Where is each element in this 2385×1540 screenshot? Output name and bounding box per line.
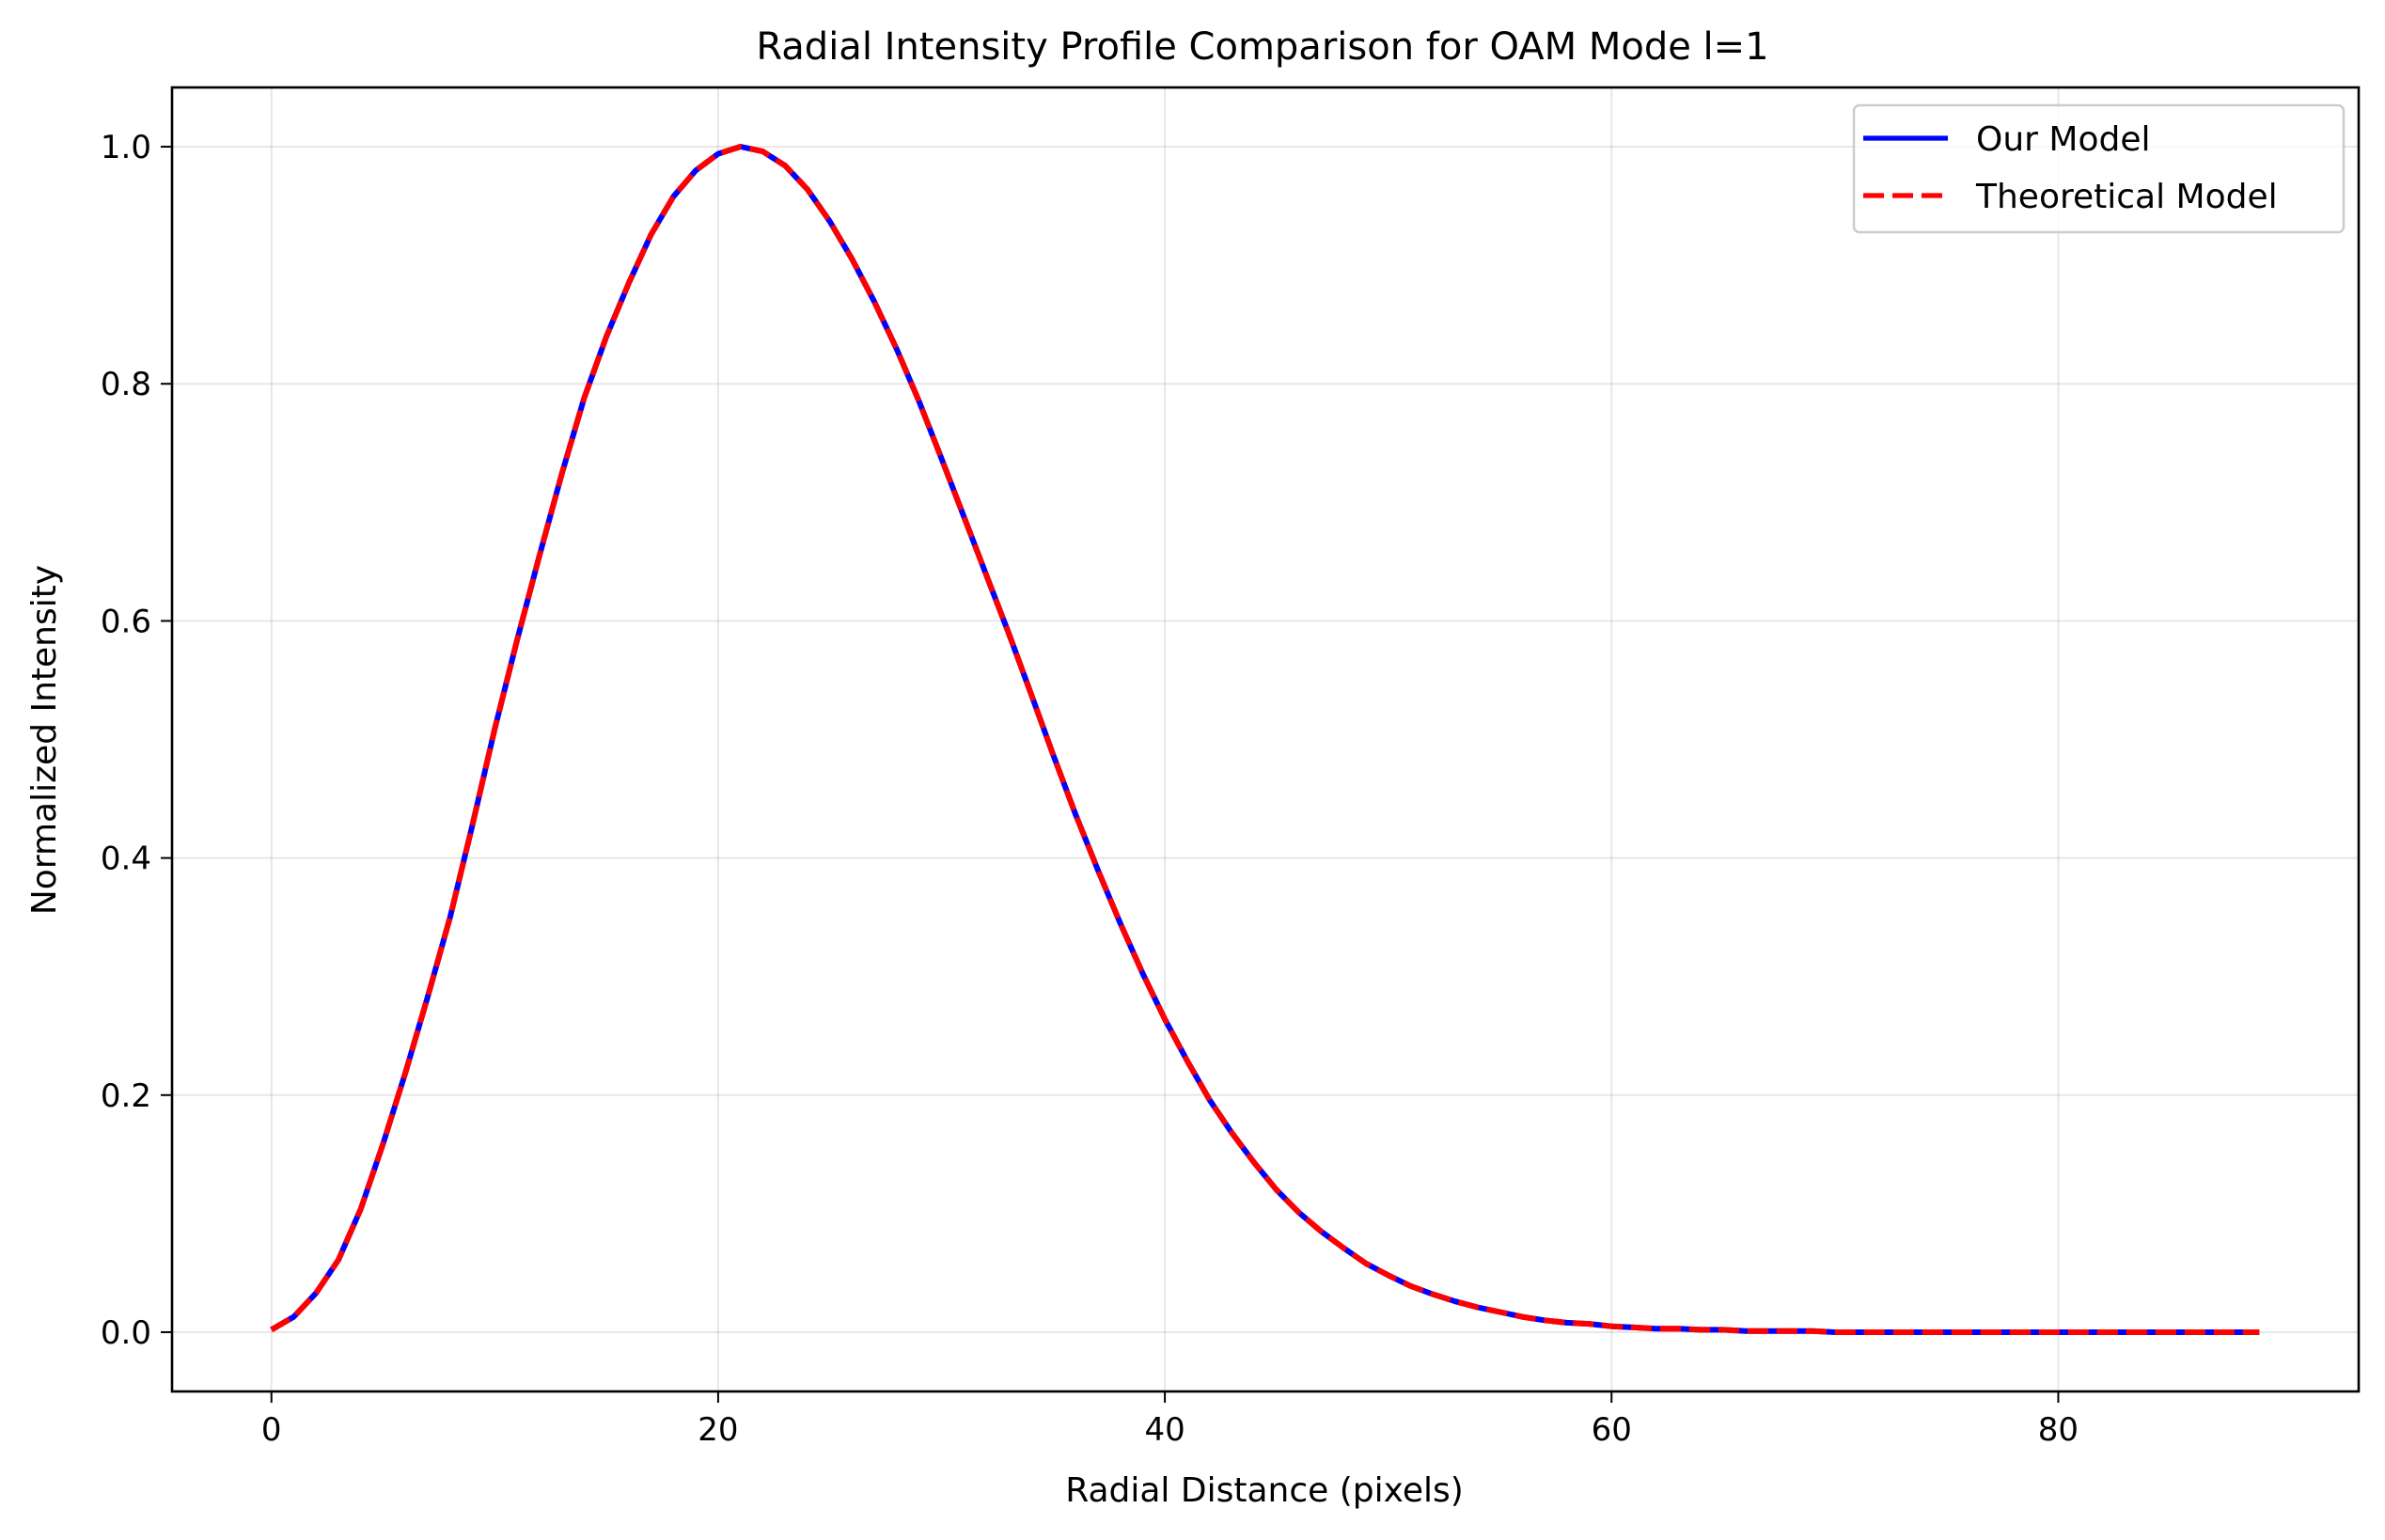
legend-box: [1852, 103, 2346, 234]
x-tick-label: 80: [2038, 1411, 2079, 1449]
plot-frame: [170, 86, 2361, 1393]
y-axis-label: Normalized Intensity: [25, 565, 64, 915]
data-series: [270, 144, 2260, 1335]
legend: Our Model Theoretical Model: [1852, 103, 2346, 234]
chart-title: Radial Intensity Profile Comparison for …: [756, 25, 1768, 69]
legend-label-our-model: Our Model: [1976, 120, 2150, 159]
x-tick-label: 0: [261, 1411, 282, 1449]
axis-ticks: 0 20 40 60 80 0.0 0.2 0.4 0.6 0.8 1.0: [101, 129, 2079, 1449]
y-tick-label: 0.6: [101, 603, 151, 640]
grid-lines: [172, 87, 2359, 1391]
series-line-theoretical-model: [270, 144, 2260, 1335]
x-tick-label: 40: [1144, 1411, 1185, 1449]
series-line-our-model: [270, 144, 2260, 1335]
legend-label-theoretical-model: Theoretical Model: [1975, 178, 2278, 216]
y-tick-label: 0.4: [101, 841, 151, 878]
x-axis-label: Radial Distance (pixels): [1065, 1471, 1464, 1510]
y-tick-label: 0.0: [101, 1314, 151, 1352]
y-tick-label: 0.8: [101, 366, 151, 403]
x-tick-label: 60: [1592, 1411, 1632, 1449]
y-tick-label: 1.0: [101, 129, 151, 166]
y-tick-label: 0.2: [101, 1077, 151, 1115]
x-tick-label: 20: [698, 1411, 738, 1449]
